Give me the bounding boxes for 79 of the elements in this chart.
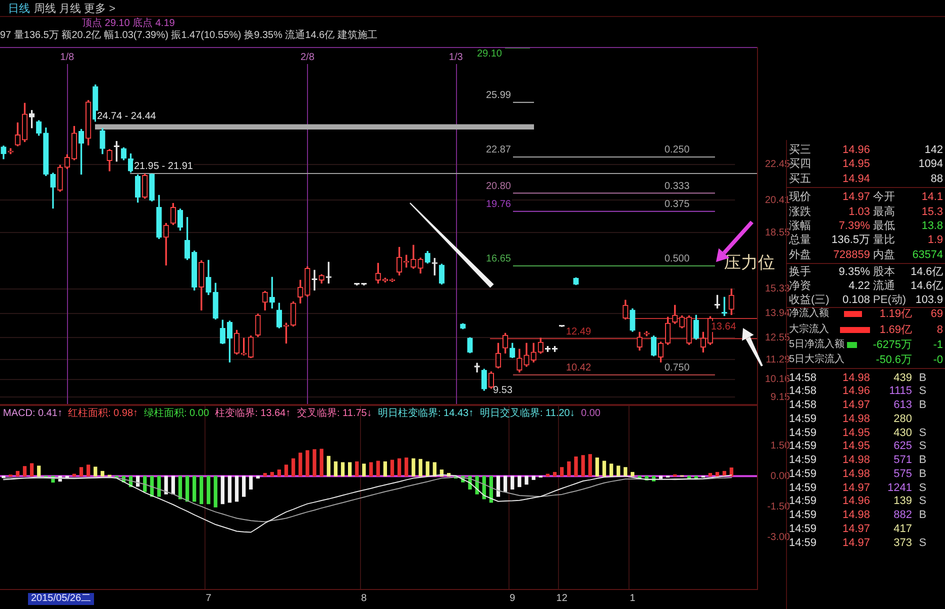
text: 涨跌 1.03 最高 15.3 [789,206,943,218]
annotation: 0.750 [664,362,690,374]
y-tick-label: -1.50 [767,501,790,512]
text: 14:59 14.97 417 [789,522,912,535]
ref-line-label: 13.64 [711,321,736,332]
annotation: 9.53 [493,385,512,396]
y-tick-label: 12.55 [764,332,790,344]
ref-line-label: 16.65 [486,254,512,265]
x-tick-label: 1/8 [60,52,75,63]
annotation: 明日柱变临界: 14.43↑ [378,408,474,419]
text: 收益(三) 0.108 PE(动) 103.9 [789,294,943,306]
annotation: 明日交叉临界: 11.20↓ [480,408,575,419]
text: 周线 [34,2,56,14]
text: 14:58 14.97 613 B [789,399,926,411]
text: 97 量136.5万 额20.2亿 幅1.03(7.39%) 振1.47(10.55%) 换9.35% 流通14.6亿 建筑施工 [0,30,378,41]
text: 涨幅 7.39% 最低 13.8 [789,220,943,232]
text: 14:59 14.97 1241 S [789,482,926,494]
annotation: 交叉临界: 11.75↓ [297,408,372,419]
text: 日线 [8,2,30,16]
ref-line-label: 12.49 [566,326,592,338]
text: 更多 > [84,2,116,14]
text: 外盘 728859 内盘 63574 [789,248,943,260]
x-tick-label: 1/3 [448,52,464,63]
text: 14:59 14.95 430 S [789,426,926,438]
annotation: 0.333 [664,180,690,192]
x-tick-label: 9 [510,592,516,604]
x-tick-label: 12 [556,592,568,604]
text: 大宗流入 1.69亿 8 [789,324,943,336]
annotation: 0.00 [581,408,600,419]
text: 5日净流入额 -6275万 -1 [789,338,943,350]
ref-line-label: 29.10 [476,48,502,60]
annotation: 绿柱面积: 0.00 [144,408,210,419]
annotation: MACD: 0.41↑ [3,408,62,419]
annotation: 0.375 [664,199,690,210]
annotation: 压力位 [724,252,775,272]
annotation: 0.250 [664,144,690,156]
ref-line-label: 10.42 [566,362,592,374]
text: 买三 14.96 142 [789,144,943,156]
text: 总量 136.5万 量比 1.9 [789,234,943,246]
x-tick-label: 7 [206,592,212,604]
text: 14:58 14.98 439 B [789,372,926,384]
x-tick-label: 8 [361,592,368,604]
text: 换手 9.35% 股本 14.6亿 [789,266,943,278]
ref-line-label: 22.87 [486,144,512,156]
text: 14:59 14.98 571 B [789,454,926,466]
text: 14:59 14.96 139 S [789,495,926,508]
annotation: 柱变临界: 13.64↑ [215,408,291,419]
ref-line-label: 20.80 [486,180,512,192]
text: 14:59 14.97 373 S [789,536,926,548]
text: 14:59 14.98 882 B [789,509,926,521]
y-tick-label: 0.00 [770,470,790,482]
ref-line-label: 19.76 [486,199,512,210]
x-tick-label: 1 [630,592,636,604]
text: 净资 4.22 流通 14.6亿 [789,280,943,292]
y-tick-label: -3.00 [767,532,790,543]
text: 月线 [59,2,81,14]
text: 现价 14.97 今开 14.1 [789,190,943,202]
text: 14:59 14.98 575 B [789,468,926,480]
band-label: 21.95 - 21.91 [134,160,194,172]
text: 买五 14.94 88 [789,172,943,184]
y-tick-label: 22.45 [764,159,790,170]
ref-line-label: 25.99 [486,90,512,102]
text: 14:59 14.98 280 [789,412,912,425]
text: 2015/05/26二 [28,593,94,605]
y-tick-label: 20.41 [764,194,790,206]
text: 买四 14.95 1094 [789,158,943,170]
annotation: 红柱面积: 0.98↑ [68,408,138,419]
band-label: 24.74 - 24.44 [97,110,156,122]
x-tick-label: 2/8 [300,52,315,63]
text: 14:59 14.95 625 S [789,440,926,452]
y-tick-label: 15.33 [764,284,790,295]
text: 净流入额 1.19亿 69 [789,308,943,320]
y-tick-label: 1.50 [770,440,790,452]
y-tick-label: 18.55 [764,227,790,238]
annotation: 0.500 [664,254,690,265]
text: 5日大宗流入 -50.6万 -0 [789,354,943,366]
y-tick-label: 13.94 [764,308,790,320]
text: 顶点 29.10 底点 4.19 [82,18,175,29]
text: 14:58 14.96 1115 S [789,385,926,398]
